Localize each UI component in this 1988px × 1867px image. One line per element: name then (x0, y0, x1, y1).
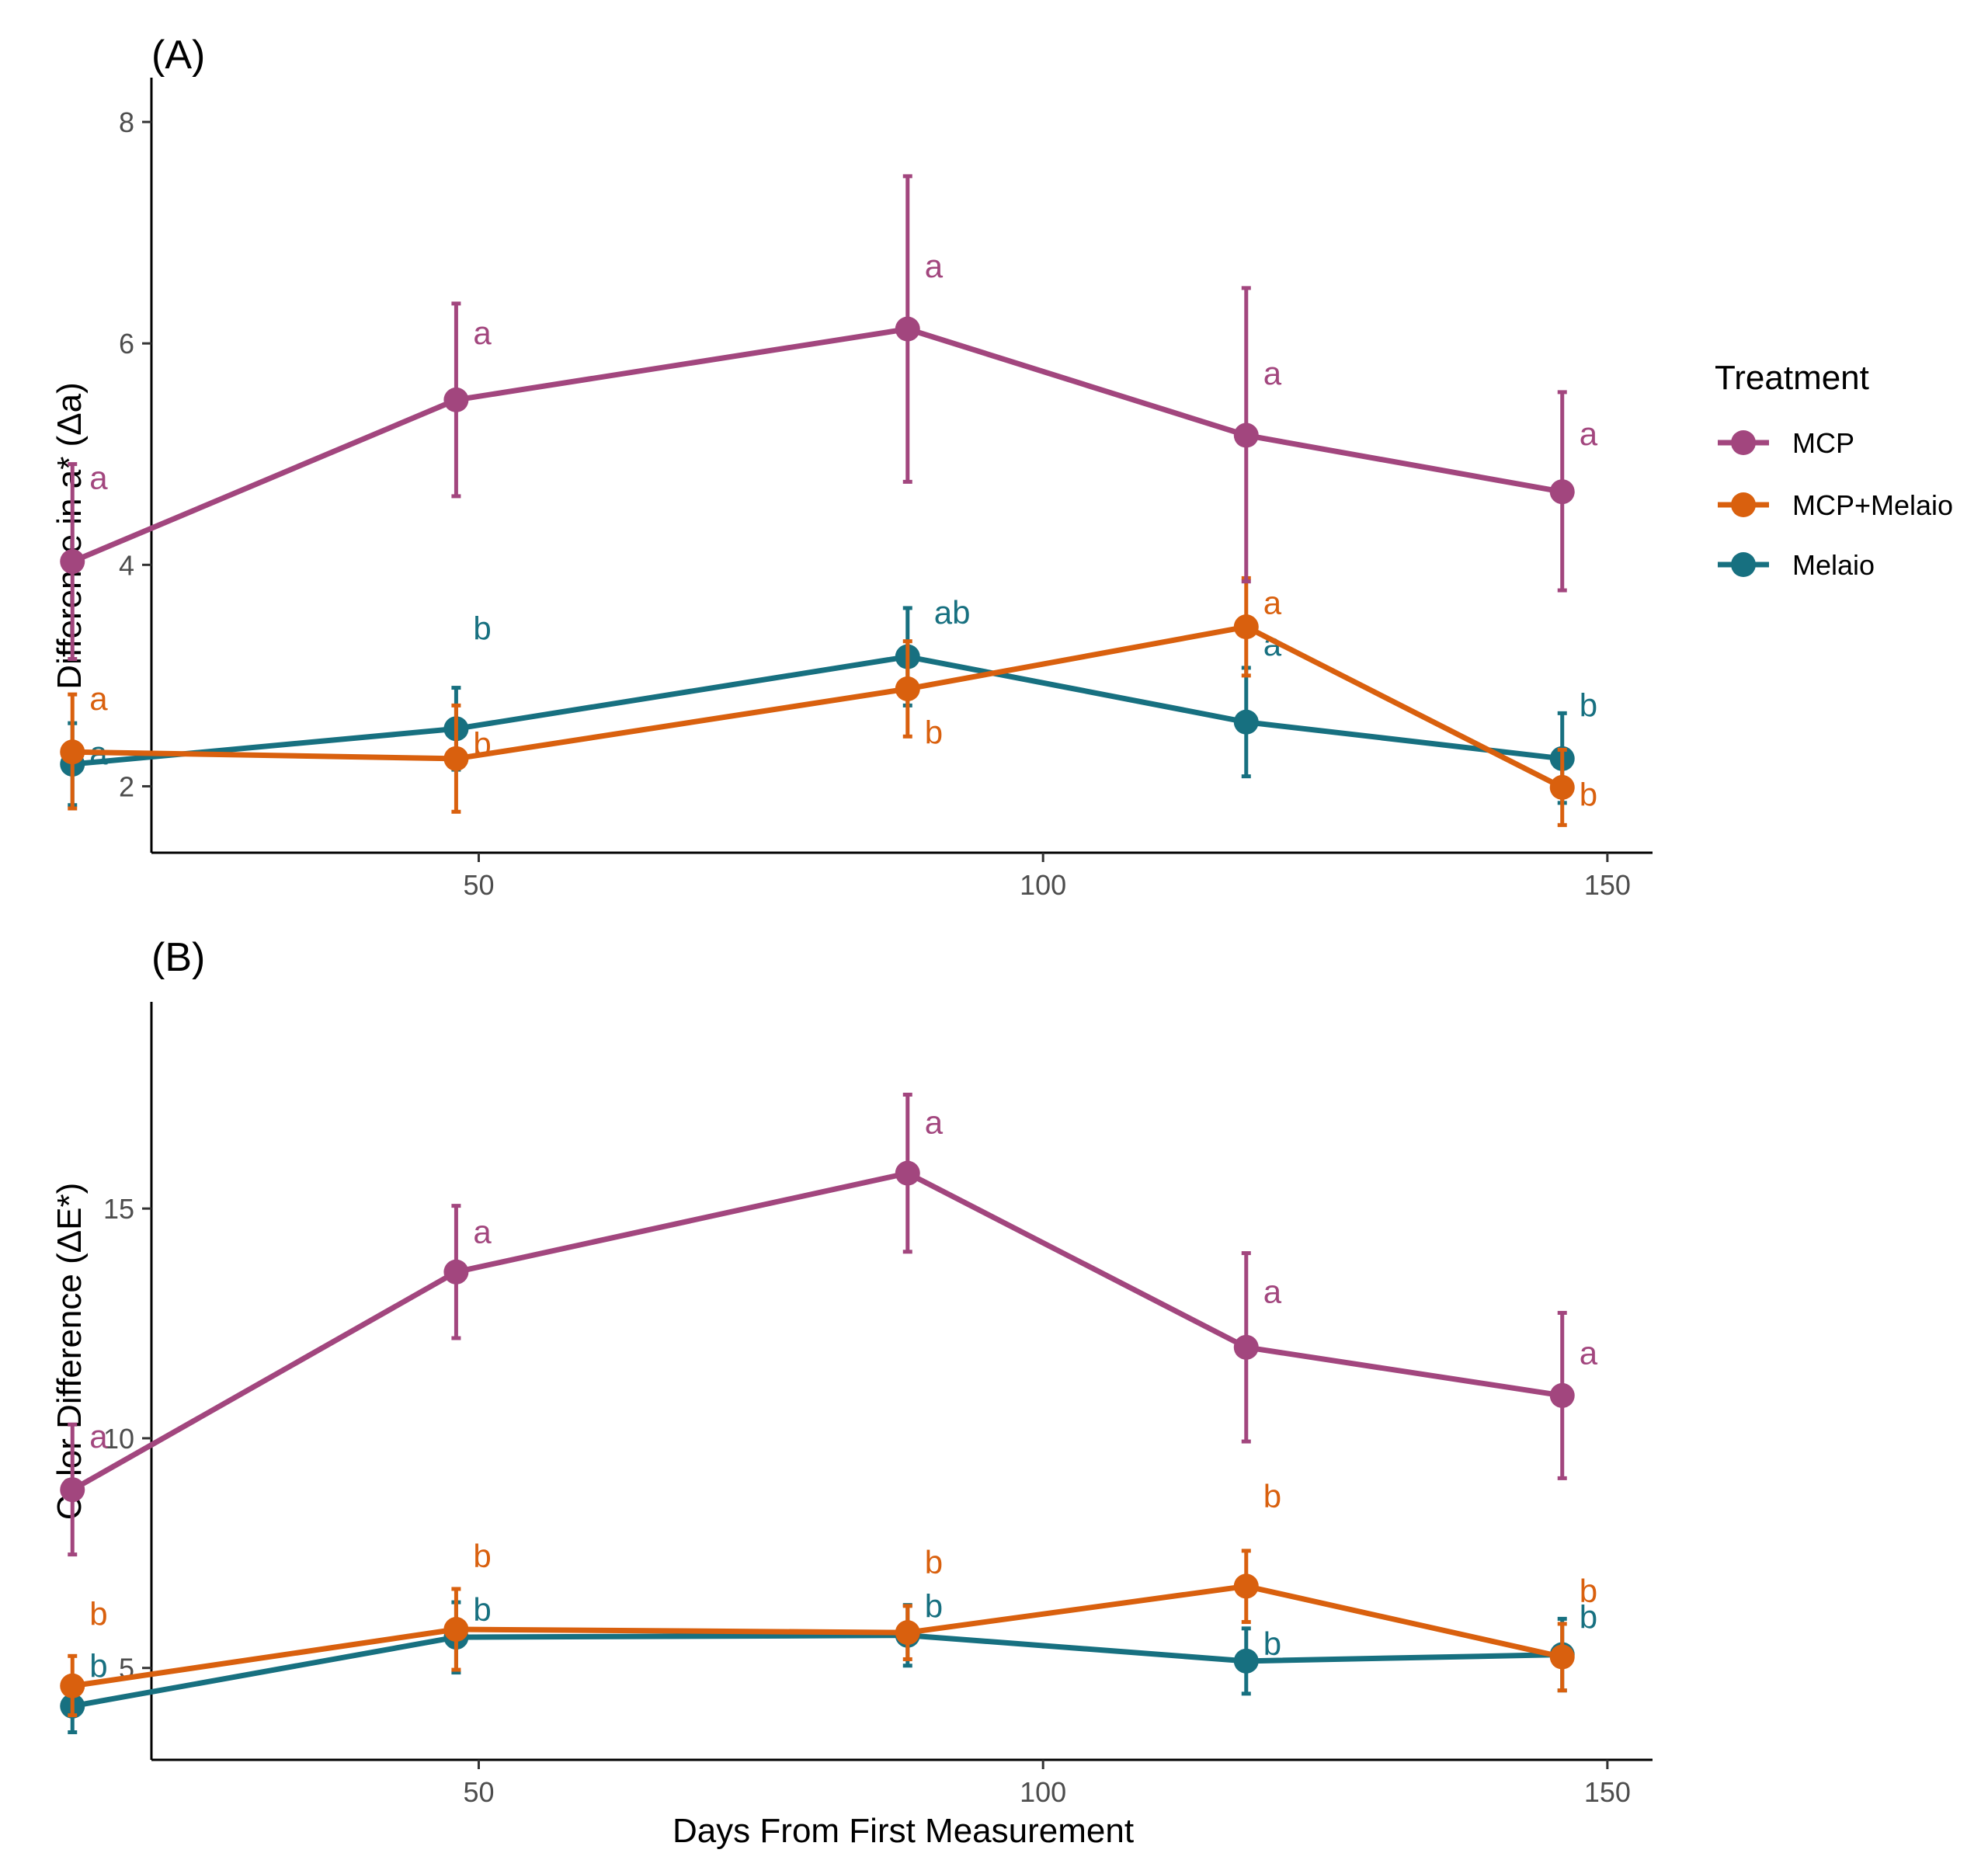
legend-entries: MCP MCP+Melaio Melaio (1718, 427, 1953, 581)
legend-key-point (1731, 430, 1756, 455)
data-point-mcp-melaio (895, 1620, 920, 1646)
significance-letter-melaio: b (1580, 1598, 1597, 1635)
y-axis-title-a: Difference in a* (Δa) (50, 382, 89, 689)
data-point-mcp-melaio (443, 746, 469, 771)
data-point-mcp (1233, 1334, 1259, 1360)
data-point-mcp-melaio (60, 739, 85, 765)
significance-letter-mcp-melaio: b (1263, 1478, 1281, 1514)
data-point-mcp-melaio (1549, 774, 1575, 800)
data-point-mcp-melaio (1233, 1573, 1259, 1599)
significance-letter-mcp-melaio: b (925, 714, 943, 751)
significance-letter-melaio: b (473, 610, 491, 647)
x-tick-label-a: 100 (1020, 869, 1066, 901)
data-point-mcp (895, 316, 920, 342)
y-tick-label-a: 6 (119, 328, 134, 360)
significance-letter-mcp: a (89, 1418, 108, 1455)
significance-letter-mcp-melaio: b (89, 1595, 107, 1632)
data-point-mcp-melaio (60, 1673, 85, 1698)
data-point-melaio (1233, 1648, 1259, 1674)
significance-letter-mcp: a (473, 1214, 492, 1250)
panel-label-a: (A) (151, 33, 205, 78)
data-point-mcp (443, 387, 469, 412)
significance-letter-mcp-melaio: b (473, 725, 491, 762)
legend-label: Melaio (1792, 549, 1875, 581)
y-tick-label-a: 8 (119, 106, 134, 138)
legend-label: MCP (1792, 427, 1854, 459)
series-mcp-melaio-a: ab bab (60, 575, 1597, 827)
panel-label-b: (B) (151, 935, 205, 980)
data-point-mcp-melaio (1549, 1644, 1575, 1670)
legend-label: MCP+Melaio (1792, 489, 1953, 521)
x-tick-label-b: 100 (1020, 1776, 1066, 1808)
axes-a: 2 4 6 8 50 100 150 (119, 78, 1653, 901)
legend-entry-mcp-melaio: MCP+Melaio (1718, 489, 1953, 521)
data-point-mcp-melaio (1233, 614, 1259, 640)
significance-letter-mcp: a (89, 460, 108, 496)
significance-letter-mcp: a (1263, 1274, 1282, 1310)
data-point-mcp-melaio (443, 1617, 469, 1643)
significance-letter-mcp: a (1263, 355, 1282, 391)
x-axis-title: Days From First Measurement (673, 1812, 1134, 1850)
significance-letter-mcp: a (473, 315, 492, 351)
significance-letter-mcp-melaio: b (925, 1544, 943, 1580)
legend-key-point (1731, 492, 1756, 517)
significance-letter-mcp-melaio: a (89, 680, 108, 717)
significance-letter-melaio: ab (934, 594, 971, 631)
significance-letter-mcp: a (1580, 415, 1598, 452)
significance-letter-melaio: b (1580, 687, 1597, 723)
panel-a: (A) Difference in a* (Δa) 2 4 6 8 50 100 150 a… (50, 33, 1653, 901)
legend-entry-melaio: Melaio (1718, 549, 1875, 581)
significance-letter-melaio: b (1263, 1625, 1281, 1662)
data-point-melaio (1233, 709, 1259, 735)
significance-letter-mcp: a (1580, 1334, 1598, 1371)
significance-letter-mcp-melaio: b (1580, 1573, 1597, 1609)
x-tick-label-b: 50 (463, 1776, 494, 1808)
series-mcp-melaio-b: bb bbb (60, 1478, 1597, 1718)
y-tick-label-a: 4 (119, 549, 134, 581)
significance-letter-melaio: b (89, 1648, 107, 1684)
data-point-mcp (443, 1259, 469, 1285)
data-point-mcp (895, 1160, 920, 1186)
significance-letter-mcp-melaio: b (473, 1538, 491, 1574)
significance-letter-mcp-melaio: a (1263, 584, 1282, 621)
significance-letter-melaio: b (925, 1588, 943, 1625)
y-axis-title-b: Color Difference (ΔE*) (50, 1183, 89, 1521)
y-tick-label-b: 15 (103, 1193, 134, 1225)
data-point-mcp (1549, 1382, 1575, 1408)
x-tick-label-a: 150 (1584, 869, 1631, 901)
legend-entry-mcp: MCP (1718, 427, 1854, 459)
data-point-mcp (60, 1477, 85, 1503)
data-point-mcp (1233, 422, 1259, 448)
x-tick-label-b: 150 (1584, 1776, 1631, 1808)
y-tick-label-b: 10 (103, 1423, 134, 1455)
significance-letter-mcp: a (925, 1104, 944, 1140)
legend: Treatment MCP MCP+Melaio Melaio (1715, 359, 1953, 581)
significance-letter-mcp: a (925, 248, 944, 284)
legend-key-point (1731, 552, 1756, 577)
data-point-mcp (60, 549, 85, 575)
legend-title: Treatment (1715, 359, 1869, 397)
series-mcp-b: a a a a a (60, 1092, 1598, 1557)
data-point-mcp (1549, 479, 1575, 505)
significance-letter-mcp-melaio: b (1580, 776, 1597, 812)
y-tick-label-a: 2 (119, 770, 134, 802)
data-point-mcp-melaio (895, 676, 920, 701)
significance-letter-melaio: b (473, 1591, 491, 1628)
series-mcp-a: a a a a a (60, 174, 1598, 661)
x-tick-label-a: 50 (463, 869, 494, 901)
